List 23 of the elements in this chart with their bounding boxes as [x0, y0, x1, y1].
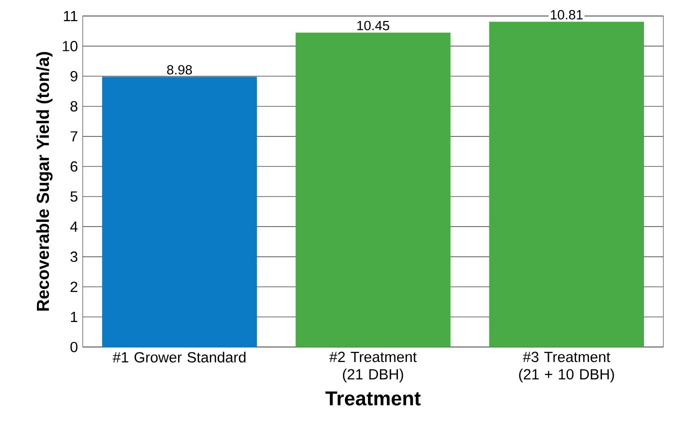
data-label: 10.45 — [357, 20, 390, 30]
y-tick-label: 11 — [64, 10, 78, 22]
y-tick-label: 1 — [70, 312, 78, 322]
data-label: 10.81 — [550, 10, 583, 20]
y-tick-label: 10 — [62, 40, 78, 52]
y-tick-label: 2 — [70, 282, 78, 292]
y-tick-label: 7 — [70, 131, 78, 142]
y-tick-label: 4 — [70, 222, 78, 232]
x-axis-title: Treatment — [325, 391, 421, 406]
y-tick-label: 3 — [70, 252, 78, 262]
y-tick-label: 0 — [70, 342, 78, 352]
y-tick-label: 5 — [70, 191, 78, 202]
data-label: 8.98 — [167, 65, 192, 74]
y-axis-title: Recoverable Sugar Yield (ton/a) — [36, 52, 53, 311]
bar — [102, 76, 257, 347]
x-tick-label: #1 Grower Standard — [112, 352, 246, 362]
y-tick-label: 9 — [70, 70, 78, 82]
y-tick-label: 6 — [70, 161, 78, 172]
bar — [296, 32, 450, 347]
x-tick-label: #3 Treatment (21 + 10 DBH) — [519, 352, 614, 382]
y-tick-label: 8 — [70, 101, 78, 112]
bar — [489, 22, 644, 347]
x-tick-label: #2 Treatment (21 DBH) — [329, 352, 417, 382]
